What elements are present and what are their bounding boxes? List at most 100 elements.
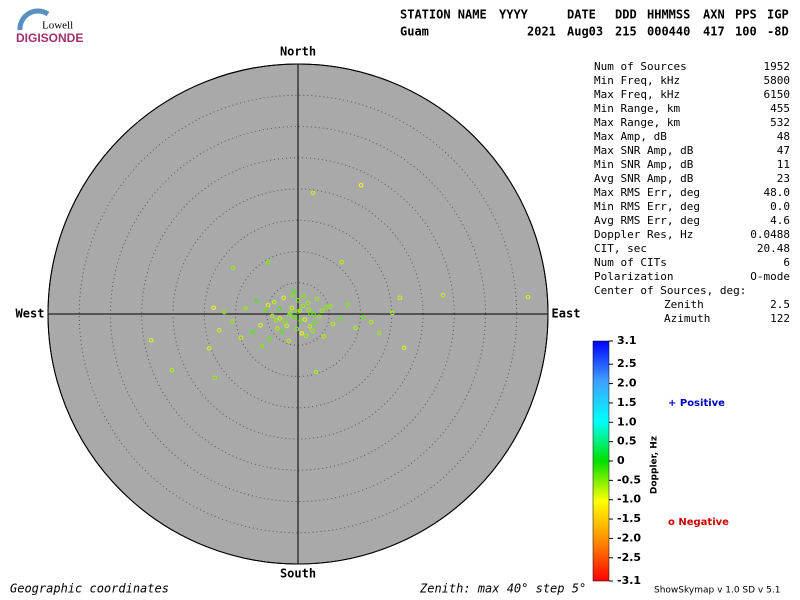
source-point xyxy=(263,307,268,313)
source-point xyxy=(250,329,255,335)
source-point xyxy=(279,329,285,334)
logo-arc xyxy=(17,8,50,31)
source-point xyxy=(260,343,265,349)
source-point xyxy=(265,259,271,265)
source-point xyxy=(319,308,325,314)
colorbar-tick-label: -2.0 xyxy=(617,531,641,544)
source-point xyxy=(290,292,295,298)
source-point xyxy=(292,315,298,321)
source-point xyxy=(368,319,374,325)
stat-label: Max Freq, kHz xyxy=(594,88,680,101)
source-point xyxy=(302,317,308,322)
stat-value: 5800 xyxy=(764,74,791,87)
stat-label: Num of CITs xyxy=(594,256,667,269)
source-point xyxy=(312,320,318,326)
source-point xyxy=(297,308,303,314)
colorbar-tick-label: 1.0 xyxy=(617,415,637,428)
stat-value: 11 xyxy=(777,158,790,171)
source-point xyxy=(295,309,300,314)
source-point xyxy=(254,298,260,304)
stat-label: Max RMS Err, deg xyxy=(594,186,700,199)
stat-value: 0.0488 xyxy=(750,228,790,241)
source-point xyxy=(305,300,311,306)
source-point xyxy=(270,313,275,319)
stat-label: Min SNR Amp, dB xyxy=(594,158,694,171)
footer-left: Geographic coordinates xyxy=(10,582,169,596)
stat-value: 4.6 xyxy=(770,214,790,227)
west-label: West xyxy=(16,307,45,321)
source-point xyxy=(243,306,248,311)
stat-value: 455 xyxy=(770,102,790,115)
source-point xyxy=(397,295,403,301)
colorbar-tick-label: 2.5 xyxy=(617,357,637,370)
source-point xyxy=(313,369,319,375)
stat-label: Max SNR Amp, dB xyxy=(594,144,694,157)
colorbar-tick-label: 0 xyxy=(617,454,625,467)
header-column: DDD xyxy=(615,8,637,22)
source-point xyxy=(277,316,283,321)
source-point xyxy=(271,299,277,305)
stat-label: Max Amp, dB xyxy=(594,130,667,143)
colorbar-tick-label: 0.5 xyxy=(617,435,637,448)
source-point xyxy=(307,324,313,329)
colorbar-tick-label: 1.5 xyxy=(617,396,637,409)
source-point xyxy=(358,182,364,188)
stat-label: Doppler Res, Hz xyxy=(594,228,693,241)
header-value: Guam xyxy=(400,25,429,39)
stat-label: Min Range, km xyxy=(594,102,680,115)
source-point xyxy=(323,304,329,310)
source-point xyxy=(276,306,282,312)
source-point xyxy=(148,337,154,343)
source-point xyxy=(281,295,286,301)
source-point xyxy=(291,289,296,294)
source-point xyxy=(330,321,336,327)
source-point xyxy=(311,312,316,317)
source-point xyxy=(339,259,345,265)
header-column: HHMMSS xyxy=(647,8,690,22)
stat-label: Avg RMS Err, deg xyxy=(594,214,700,227)
source-point xyxy=(282,319,288,324)
logo-line2: DIGISONDE xyxy=(16,31,83,45)
colorbar-label: Doppler, Hz xyxy=(650,436,660,494)
stat-value: O-mode xyxy=(750,270,790,283)
header-value: Aug03 xyxy=(567,25,603,39)
footer-right: ShowSkymap v 1.0 SD v 5.1 xyxy=(654,586,780,596)
source-point xyxy=(286,312,292,318)
colorbar-tick-label: -0.5 xyxy=(617,473,641,486)
stat-value: 47 xyxy=(777,144,790,157)
source-point xyxy=(345,302,350,307)
source-point xyxy=(316,314,322,319)
colorbar-tick-label: -3.1 xyxy=(617,574,641,587)
stat-value: 20.48 xyxy=(757,242,790,255)
colorbar-tick-label: 2.0 xyxy=(617,377,637,390)
north-label: North xyxy=(280,45,316,59)
source-point xyxy=(206,346,212,351)
stat-label: Num of Sources xyxy=(594,60,687,73)
east-label: East xyxy=(552,307,581,321)
source-point xyxy=(265,302,271,308)
source-point xyxy=(353,325,358,331)
header-column: AXN xyxy=(703,8,725,22)
header-column: YYYY xyxy=(499,8,529,22)
header-column: PPS xyxy=(735,8,757,22)
center-label: Azimuth xyxy=(664,312,710,325)
source-point xyxy=(390,310,395,316)
colorbar-tick-label: 3.1 xyxy=(617,334,637,347)
source-point xyxy=(216,327,222,333)
source-point xyxy=(266,336,272,342)
source-point xyxy=(310,328,315,334)
header-value: 2021 xyxy=(527,25,556,39)
source-point xyxy=(275,326,280,331)
source-point xyxy=(401,345,407,351)
colorbar-tick-label: -1.0 xyxy=(617,493,641,506)
source-point xyxy=(376,330,382,336)
header-value: 100 xyxy=(735,25,757,39)
stat-label: Avg SNR Amp, dB xyxy=(594,172,694,185)
source-point xyxy=(301,293,306,299)
source-point xyxy=(338,316,343,322)
source-point xyxy=(303,333,309,339)
header-column: DATE xyxy=(567,8,596,22)
stat-label: Min RMS Err, deg xyxy=(594,200,700,213)
source-point xyxy=(273,317,279,323)
